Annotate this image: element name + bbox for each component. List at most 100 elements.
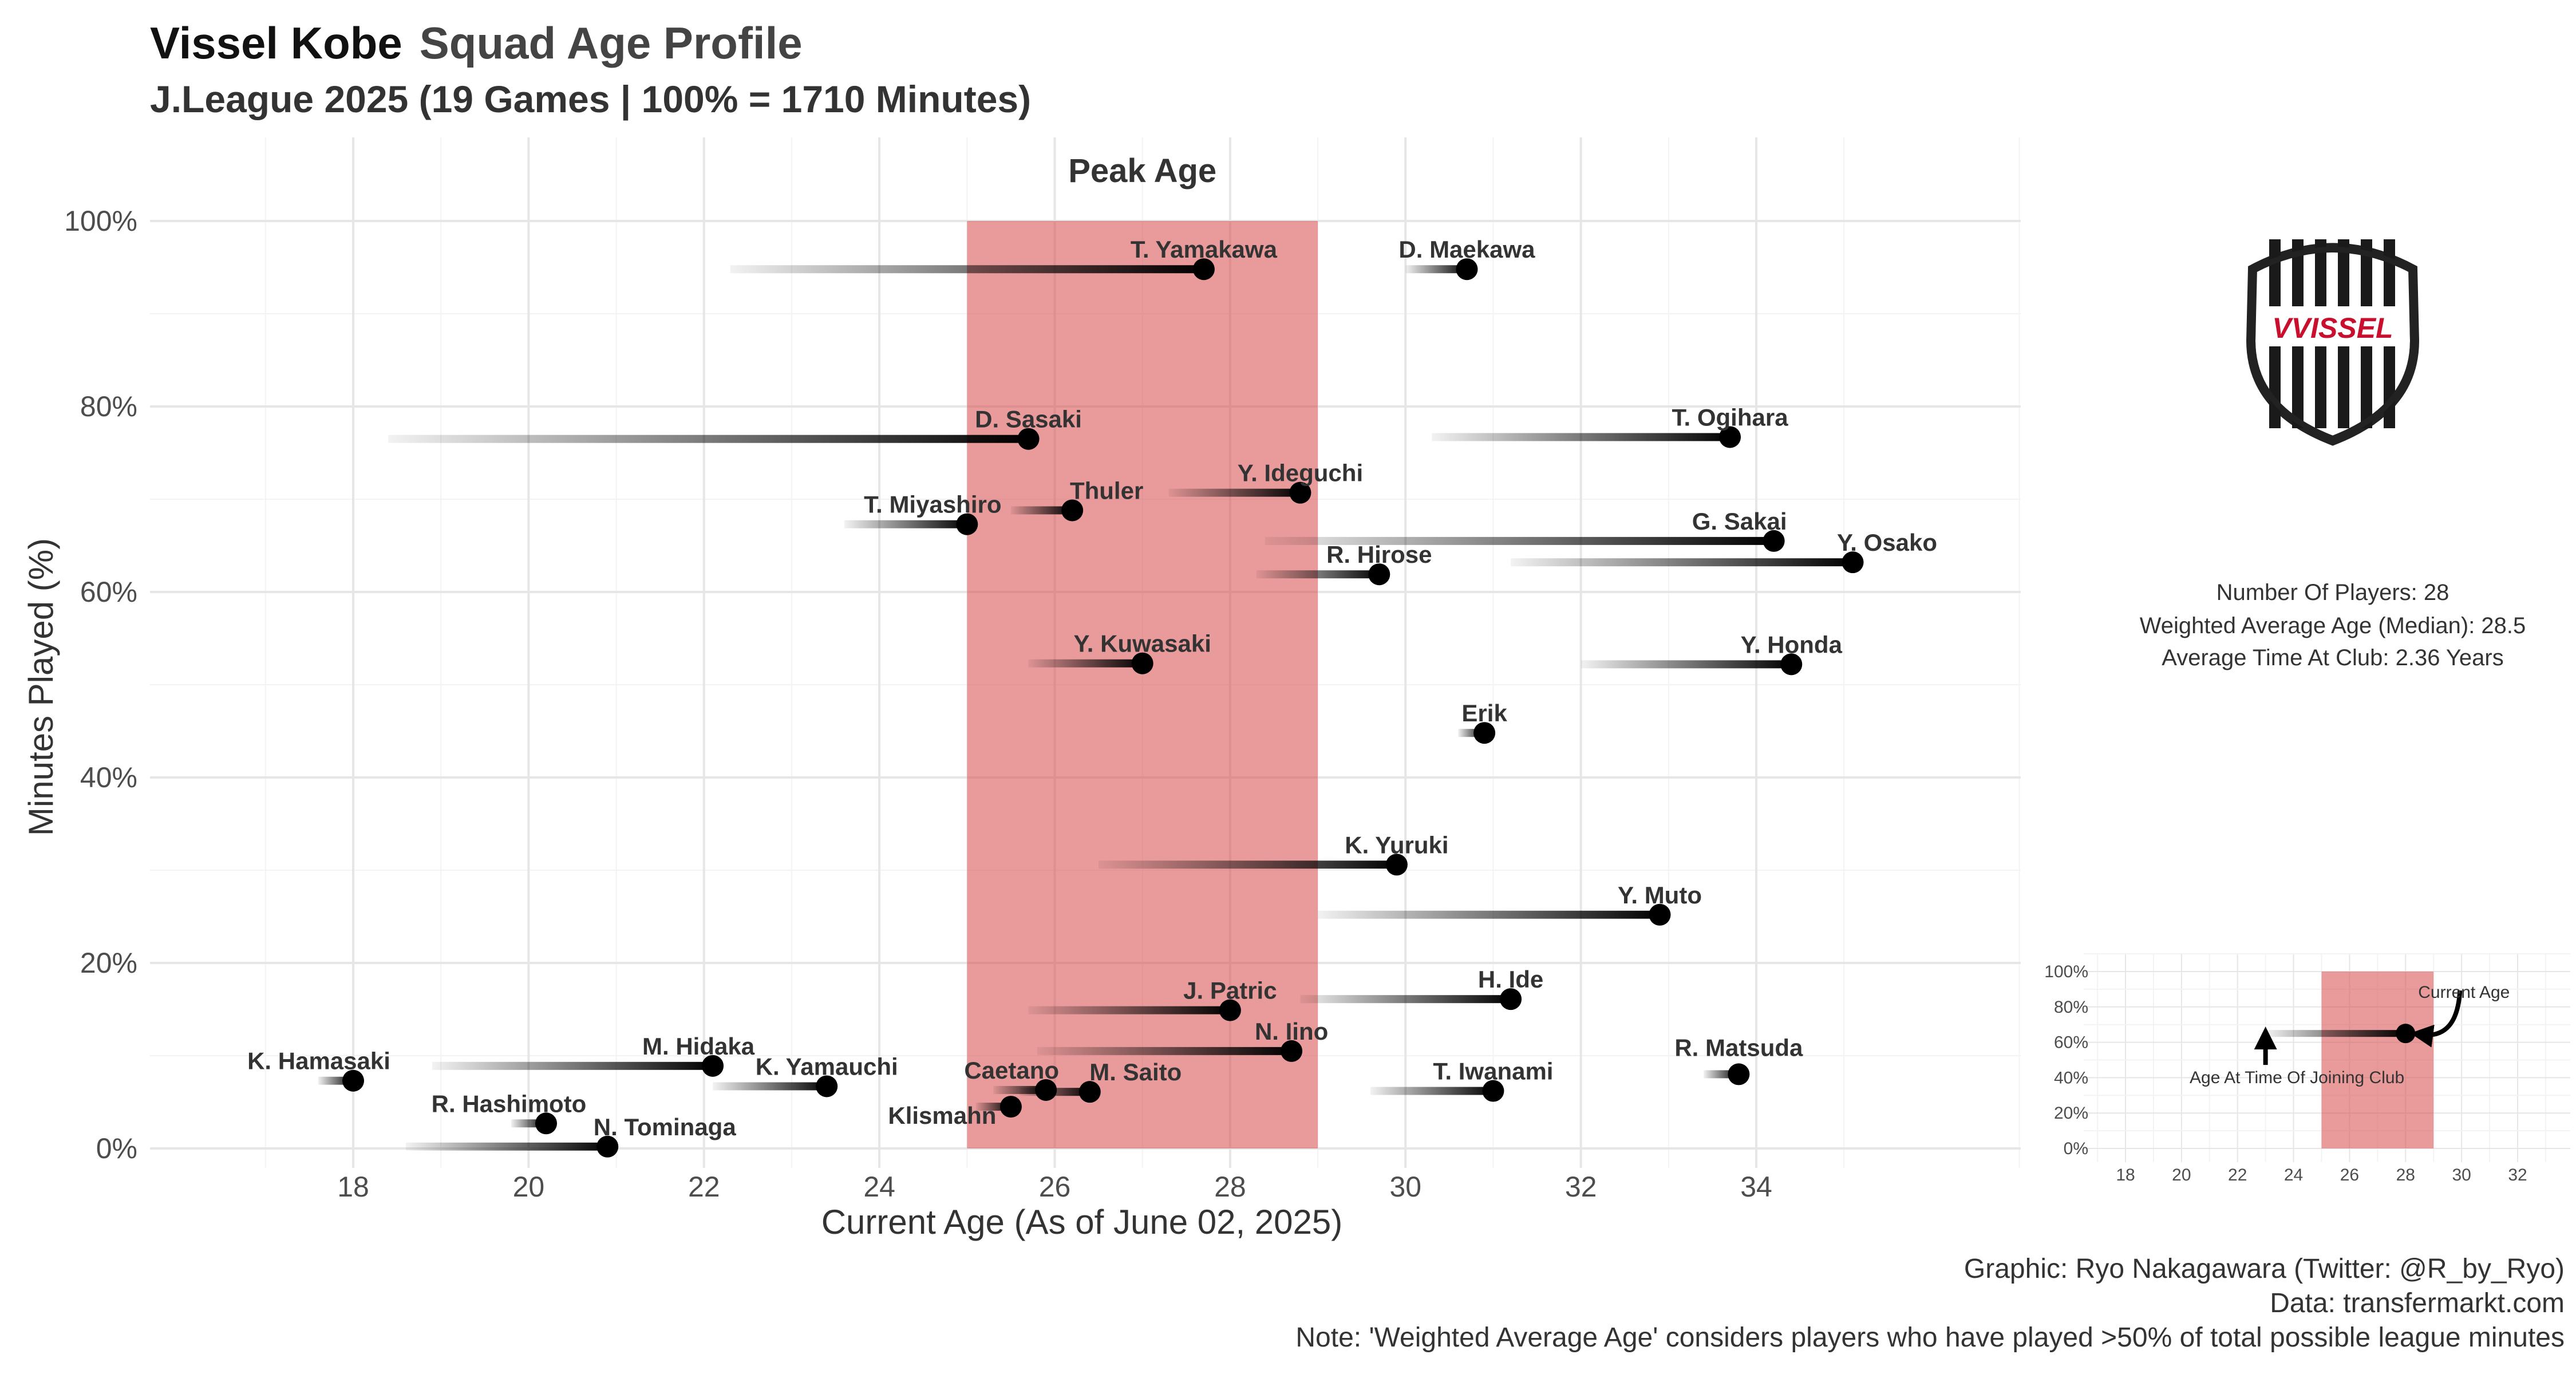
player-point-t-iwanami bbox=[1482, 1080, 1504, 1102]
tenure-trail-d-maekawa bbox=[1405, 265, 1467, 274]
tenure-trail-n-tominaga bbox=[405, 1142, 608, 1151]
caption-note: Note: 'Weighted Average Age' considers p… bbox=[1295, 1322, 2565, 1353]
player-label-n-tominaga: N. Tominaga bbox=[594, 1114, 737, 1140]
player-label-r-matsuda: R. Matsuda bbox=[1674, 1034, 1803, 1061]
x-tick-label: 28 bbox=[1214, 1171, 1246, 1203]
x-tick-label: 24 bbox=[863, 1171, 895, 1203]
joined-age-legend-label: Age At Time Of Joining Club bbox=[2190, 1068, 2404, 1087]
tenure-trail-j-patric bbox=[1028, 1006, 1230, 1014]
y-tick-label: 80% bbox=[80, 390, 137, 423]
player-label-caetano: Caetano bbox=[964, 1057, 1059, 1084]
inset-example-point bbox=[2396, 1024, 2416, 1044]
y-tick-label: 40% bbox=[80, 761, 137, 793]
player-point-t-yamakawa bbox=[1192, 258, 1215, 281]
legend-inset: 0% 20% 40% 60% 80% 100% 18 20 22 24 26 28 30 32 Curr… bbox=[2044, 953, 2570, 1185]
player-point-k-yuruki bbox=[1385, 854, 1408, 876]
inset-y-tick-label: 100% bbox=[2044, 962, 2088, 981]
player-label-r-hashimoto: R. Hashimoto bbox=[432, 1090, 587, 1117]
player-label-y-osako: Y. Osako bbox=[1837, 529, 1937, 556]
stat-weighted-average-age: Weighted Average Age (Median): 28.5 bbox=[2140, 613, 2526, 638]
club-logo: VVISSEL bbox=[2246, 239, 2420, 446]
player-label-thuler: Thuler bbox=[1070, 477, 1143, 504]
player-point-y-ideguchi bbox=[1289, 481, 1311, 504]
player-label-r-hirose: R. Hirose bbox=[1326, 541, 1432, 568]
player-label-n-iino: N. Iino bbox=[1255, 1018, 1328, 1045]
y-axis-title: Minutes Played (%) bbox=[22, 538, 60, 836]
x-tick-label: 30 bbox=[1389, 1171, 1421, 1203]
x-tick-label: 18 bbox=[337, 1171, 369, 1203]
tenure-trail-k-yuruki bbox=[1099, 860, 1397, 869]
player-label-t-miyashiro: T. Miyashiro bbox=[864, 491, 1001, 518]
tenure-trail-m-hidaka bbox=[432, 1061, 713, 1070]
x-axis-ticks: 18 20 22 24 26 28 30 32 34 bbox=[337, 1171, 1772, 1203]
x-tick-label: 34 bbox=[1740, 1171, 1772, 1203]
player-point-g-sakai bbox=[1763, 530, 1785, 552]
inset-y-tick-label: 60% bbox=[2054, 1033, 2088, 1052]
inset-y-tick-label: 20% bbox=[2054, 1104, 2088, 1123]
player-label-t-iwanami: T. Iwanami bbox=[1433, 1058, 1553, 1085]
x-tick-label: 22 bbox=[688, 1171, 720, 1203]
plot-area: Peak Age 0% 20% 40% 60% 80% 100% 18 20 22 24 26 28… bbox=[64, 137, 2021, 1203]
x-tick-label: 20 bbox=[513, 1171, 545, 1203]
team-name: Vissel Kobe bbox=[150, 18, 402, 68]
tenure-trail-y-kuwasaki bbox=[1028, 659, 1143, 668]
player-point-r-hirose bbox=[1368, 563, 1390, 586]
tenure-trail-g-sakai bbox=[1265, 536, 1774, 545]
inset-x-ticks: 18 20 22 24 26 28 30 32 bbox=[2116, 1166, 2527, 1185]
y-axis-ticks: 0% 20% 40% 60% 80% 100% bbox=[64, 205, 137, 1164]
player-labels: T. Yamakawa D. Maekawa D. Sasaki T. Ogihara… bbox=[247, 236, 1937, 1140]
player-label-m-hidaka: M. Hidaka bbox=[642, 1033, 755, 1060]
y-tick-label: 20% bbox=[80, 947, 137, 979]
player-point-y-kuwasaki bbox=[1131, 652, 1153, 674]
logo-wordmark: VVISSEL bbox=[2272, 312, 2393, 344]
vissel-kobe-crest-icon bbox=[2246, 239, 2420, 446]
player-point-y-honda bbox=[1780, 653, 1803, 676]
player-label-y-honda: Y. Honda bbox=[1741, 631, 1843, 658]
player-label-y-ideguchi: Y. Ideguchi bbox=[1238, 460, 1363, 487]
chart-title-text: Squad Age Profile bbox=[420, 18, 803, 68]
tenure-trail-t-iwanami bbox=[1370, 1087, 1494, 1095]
tenure-trail-d-sasaki bbox=[388, 435, 1029, 443]
inset-x-tick-label: 22 bbox=[2228, 1166, 2247, 1185]
player-point-k-hamasaki bbox=[342, 1069, 364, 1092]
y-tick-label: 60% bbox=[80, 576, 137, 608]
player-label-g-sakai: G. Sakai bbox=[1692, 508, 1787, 535]
chart-title: Vissel Kobe Squad Age Profile bbox=[150, 18, 803, 68]
tenure-trail-t-miyashiro bbox=[844, 520, 967, 528]
inset-x-tick-label: 30 bbox=[2452, 1166, 2471, 1185]
inset-y-ticks: 0% 20% 40% 60% 80% 100% bbox=[2044, 962, 2088, 1158]
inset-y-tick-label: 40% bbox=[2054, 1068, 2088, 1087]
inset-example-trail bbox=[2265, 1030, 2406, 1037]
caption-graphic-credit: Graphic: Ryo Nakagawara (Twitter: @R_by_… bbox=[1964, 1254, 2565, 1284]
y-tick-label: 0% bbox=[96, 1132, 137, 1164]
inset-grid-lines bbox=[2084, 953, 2570, 1162]
player-label-y-muto: Y. Muto bbox=[1618, 882, 1702, 909]
caption-data-source: Data: transfermarkt.com bbox=[2270, 1288, 2565, 1318]
player-point-d-sasaki bbox=[1017, 428, 1040, 450]
tenure-trail-h-ide bbox=[1300, 995, 1511, 1004]
inset-x-tick-label: 24 bbox=[2284, 1166, 2303, 1185]
player-point-y-osako bbox=[1842, 551, 1864, 574]
player-point-n-iino bbox=[1281, 1040, 1303, 1062]
player-point-d-maekawa bbox=[1456, 258, 1478, 281]
tenure-trails bbox=[318, 265, 1853, 1151]
tenure-trail-r-hirose bbox=[1256, 570, 1380, 579]
player-point-n-tominaga bbox=[596, 1135, 619, 1158]
current-age-arrow bbox=[2410, 990, 2463, 1048]
player-point-k-yamauchi bbox=[816, 1075, 838, 1097]
tenure-trail-t-ogihara bbox=[1432, 433, 1730, 441]
player-label-k-yamauchi: K. Yamauchi bbox=[756, 1053, 898, 1080]
player-point-y-muto bbox=[1649, 903, 1671, 926]
stat-average-time-at-club: Average Time At Club: 2.36 Years bbox=[2162, 645, 2503, 670]
player-label-erik: Erik bbox=[1461, 700, 1507, 727]
player-label-k-hamasaki: K. Hamasaki bbox=[247, 1048, 390, 1075]
player-point-t-ogihara bbox=[1719, 426, 1741, 448]
stat-number-of-players: Number Of Players: 28 bbox=[2217, 580, 2449, 605]
x-tick-label: 32 bbox=[1565, 1171, 1597, 1203]
inset-y-tick-label: 0% bbox=[2064, 1139, 2088, 1158]
inset-x-tick-label: 28 bbox=[2396, 1166, 2415, 1185]
x-tick-label: 26 bbox=[1039, 1171, 1071, 1203]
player-point-klismahn bbox=[999, 1096, 1022, 1118]
inset-x-tick-label: 32 bbox=[2508, 1166, 2527, 1185]
